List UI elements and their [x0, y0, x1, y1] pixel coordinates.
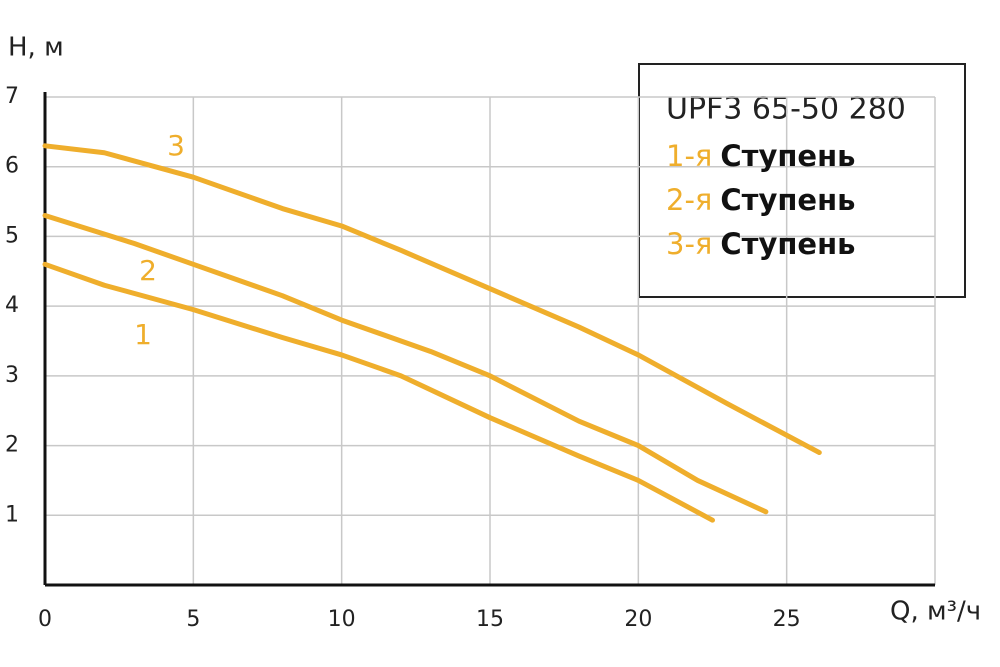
x-tick-label: 0 — [38, 607, 52, 632]
y-tick-label: 6 — [5, 154, 19, 179]
x-tick-label: 15 — [476, 607, 504, 632]
curve-label: 1 — [134, 318, 152, 351]
curve — [42, 213, 769, 515]
legend-entry: 3-я Ступень — [666, 227, 855, 261]
legend-text: Ступень — [720, 227, 855, 261]
y-tick-label: 5 — [5, 223, 19, 248]
y-tick-label: 1 — [5, 502, 19, 527]
x-tick-label: 25 — [773, 607, 801, 632]
legend-text: Ступень — [720, 139, 855, 173]
legend-box — [638, 63, 966, 298]
y-tick-label: 2 — [5, 433, 19, 458]
x-tick-label: 10 — [328, 607, 356, 632]
legend-text: Ступень — [720, 183, 855, 217]
legend-prefix: 1-я — [666, 139, 712, 173]
legend-entry: 1-я Ступень — [666, 139, 855, 173]
curve-label: 3 — [167, 129, 185, 162]
x-axis-label: Q, м³/ч — [890, 597, 981, 627]
curve — [42, 261, 715, 523]
y-tick-label: 7 — [5, 84, 19, 109]
curve — [42, 143, 822, 456]
x-tick-label: 5 — [186, 607, 200, 632]
legend-entry: 2-я Ступень — [666, 183, 855, 217]
y-axis-label: H, м — [8, 33, 64, 63]
x-tick-label: 20 — [624, 607, 652, 632]
legend-prefix: 2-я — [666, 183, 712, 217]
curve-label: 2 — [139, 254, 157, 287]
legend-prefix: 3-я — [666, 227, 712, 261]
y-tick-label: 4 — [5, 293, 19, 318]
y-tick-label: 3 — [5, 363, 19, 388]
